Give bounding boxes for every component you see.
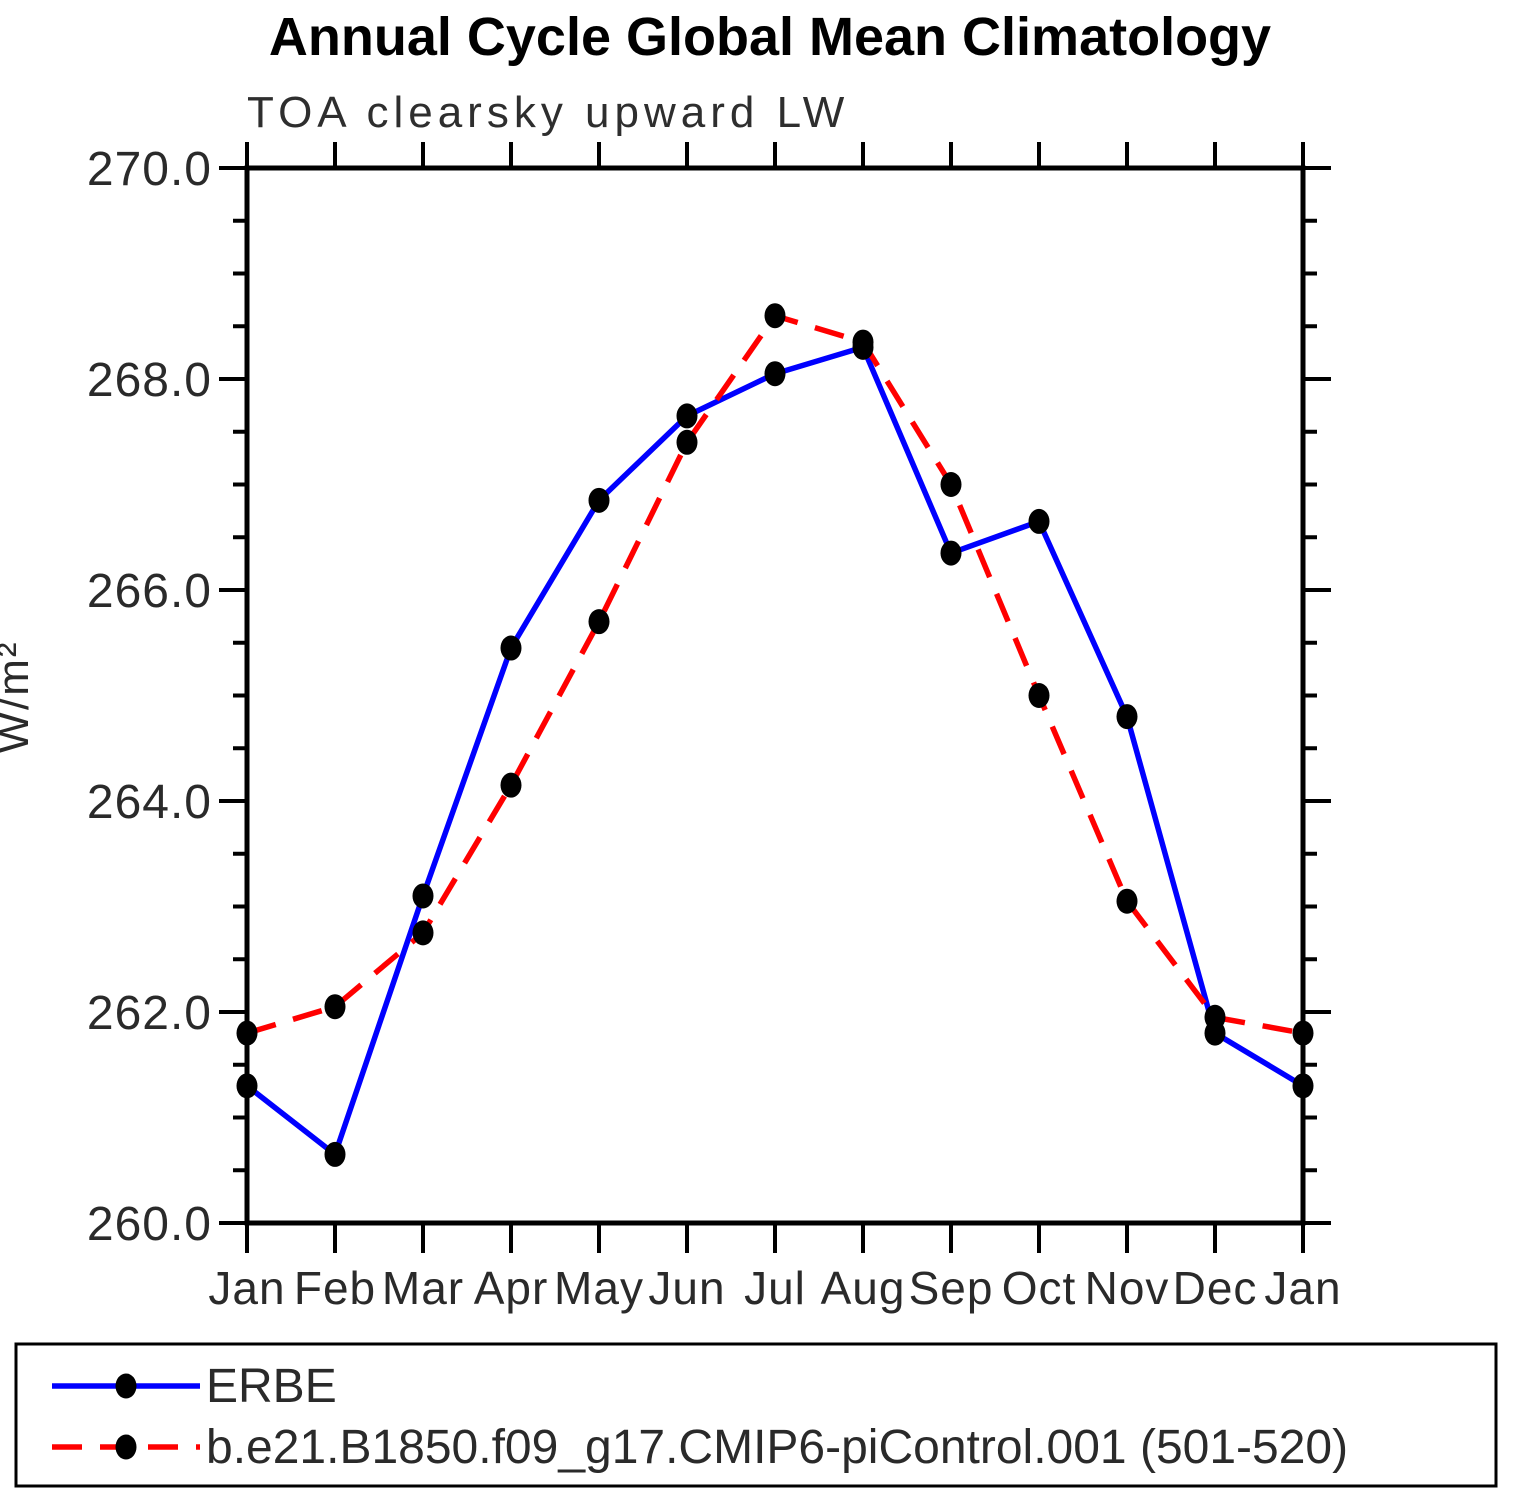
x-tick-label: Dec: [1173, 1262, 1258, 1314]
x-tick-label: Mar: [382, 1262, 464, 1314]
legend-marker-sample: [115, 1373, 137, 1399]
legend-marker-sample: [115, 1434, 137, 1460]
x-tick-label: Jun: [648, 1262, 725, 1314]
data-point-marker: [324, 1141, 346, 1167]
data-point-marker: [676, 403, 698, 429]
legend-samples: [52, 1373, 200, 1460]
y-tick-label: 262.0: [87, 987, 212, 1040]
data-point-marker: [412, 920, 434, 946]
data-point-marker: [1116, 888, 1138, 914]
data-point-marker: [500, 635, 522, 661]
series-line: [246, 312, 1304, 1036]
data-point-marker: [412, 883, 434, 909]
chart-subtitle: TOA clearsky upward LW: [247, 88, 849, 137]
data-point-marker: [1028, 683, 1050, 708]
y-tick-label: 266.0: [87, 565, 212, 618]
data-point-marker: [940, 540, 962, 566]
legend: ERBE b.e21.B1850.f09_g17.CMIP6-piControl…: [14, 1342, 1498, 1488]
data-point-marker: [1204, 1004, 1226, 1030]
data-point-marker: [236, 1073, 258, 1099]
x-tick-label: Sep: [909, 1262, 994, 1314]
chart-title: Annual Cycle Global Mean Climatology: [269, 7, 1271, 67]
x-tick-label: Oct: [1002, 1262, 1077, 1314]
y-axis-label: W/m²: [0, 640, 38, 753]
data-point-marker: [588, 487, 610, 513]
data-point-marker: [588, 609, 610, 635]
x-tick-label: Jan: [1264, 1262, 1341, 1314]
x-tick-label: Jul: [744, 1262, 806, 1314]
x-tick-label: Nov: [1085, 1262, 1170, 1314]
legend-label-model: b.e21.B1850.f09_g17.CMIP6-piControl.001 …: [206, 1421, 1348, 1474]
data-point-marker: [1292, 1020, 1314, 1046]
data-point-marker: [764, 303, 786, 329]
x-tick-label: May: [554, 1262, 644, 1314]
plot-area: Jan Feb Mar Apr May Jun Jul Aug Sep Oct Nov Dec Jan2…: [87, 142, 1341, 1314]
data-point-marker: [940, 472, 962, 497]
data-point-marker: [764, 361, 786, 387]
x-tick-label: Feb: [294, 1262, 376, 1314]
plot-border: [244, 165, 1306, 1226]
data-point-marker: [1292, 1073, 1314, 1099]
data-point-marker: [500, 772, 522, 798]
data-point-marker: [852, 329, 874, 355]
y-tick-label: 268.0: [87, 354, 212, 407]
legend-box: [14, 1342, 1498, 1488]
data-point-marker: [1028, 508, 1050, 534]
x-tick-label: Apr: [474, 1262, 549, 1314]
y-tick-label: 260.0: [87, 1198, 212, 1251]
data-point-marker: [676, 429, 698, 455]
x-tick-label: Aug: [821, 1262, 906, 1314]
data-point-marker: [324, 994, 346, 1020]
data-point-marker: [236, 1020, 258, 1046]
series-line: [245, 344, 1305, 1158]
data-point-marker: [1116, 704, 1138, 730]
y-tick-label: 264.0: [87, 776, 212, 829]
y-tick-label: 270.0: [87, 143, 212, 196]
legend-label-erbe: ERBE: [206, 1360, 337, 1413]
x-tick-label: Jan: [208, 1262, 285, 1314]
